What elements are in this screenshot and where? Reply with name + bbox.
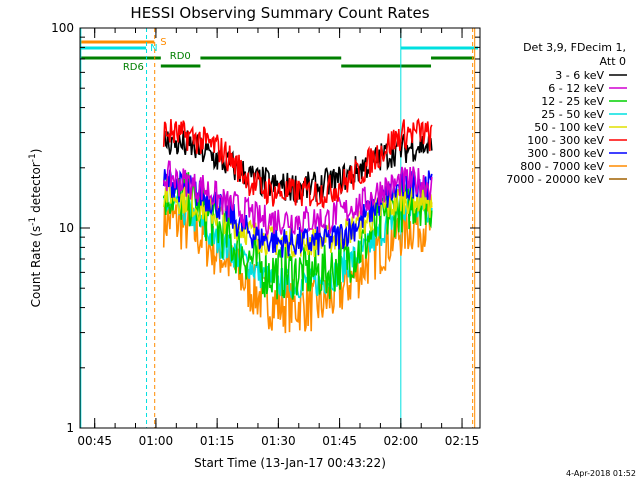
y-axis-label: Count Rate (s-1 detector-1) [28, 149, 43, 308]
x-tick-label: 01:45 [322, 434, 357, 448]
y-axis-label-close: ) [29, 149, 43, 154]
x-ticks-group: 00:45 01:00 01:15 01:30 01:45 02:00 02:15 [77, 28, 479, 448]
y-axis-label-main: Count Rate (s [29, 226, 43, 308]
x-tick-label: 01:30 [261, 434, 296, 448]
saa-bar-label: S [160, 37, 166, 48]
series-group [162, 117, 433, 334]
x-tick-label: 01:15 [200, 434, 235, 448]
legend-item-label: 100 - 300 keV [527, 134, 604, 147]
legend-item-label: 800 - 7000 keV [520, 160, 604, 173]
state-bars-group: SN RD0 RD6 [80, 37, 478, 73]
x-tick-label: 02:00 [384, 434, 419, 448]
legend-item-label: 6 - 12 keV [548, 82, 604, 95]
night-bar-label: N [150, 43, 157, 54]
legend-header-2: Att 0 [600, 55, 626, 68]
decim-label-rd6: RD6 [123, 62, 144, 73]
series-line [162, 117, 433, 209]
x-axis-label: Start Time (13-Jan-17 00:43:22) [194, 456, 386, 470]
series-line [162, 160, 433, 238]
legend-item-label: 7000 - 20000 keV [506, 173, 604, 186]
x-tick-label: 02:15 [445, 434, 480, 448]
y-tick-label: 10 [59, 221, 74, 235]
legend-item-label: 3 - 6 keV [555, 69, 604, 82]
series-line [162, 172, 433, 300]
legend-item-label: 12 - 25 keV [541, 95, 604, 108]
legend-item-label: 25 - 50 keV [541, 108, 604, 121]
y-ticks-group: 1 10 100 [51, 21, 480, 435]
legend-item-label: 300 - 800 keV [527, 147, 604, 160]
y-tick-label: 1 [66, 421, 74, 435]
y-axis-label-sup2: -1 [28, 153, 38, 162]
chart-title: HESSI Observing Summary Count Rates [130, 4, 429, 22]
legend-item-label: 50 - 100 keV [534, 121, 604, 134]
y-tick-label: 100 [51, 21, 74, 35]
x-tick-label: 01:00 [139, 434, 174, 448]
decim-label-rd0: RD0 [170, 51, 191, 62]
timestamp-stamp: 4-Apr-2018 01:52 [566, 469, 636, 478]
legend-header-1: Det 3,9, FDecim 1, [523, 41, 626, 54]
series-line [162, 169, 433, 258]
y-axis-label-sup1: -1 [28, 217, 38, 226]
y-axis-label-tail: detector [29, 162, 43, 217]
x-tick-label: 00:45 [77, 434, 112, 448]
